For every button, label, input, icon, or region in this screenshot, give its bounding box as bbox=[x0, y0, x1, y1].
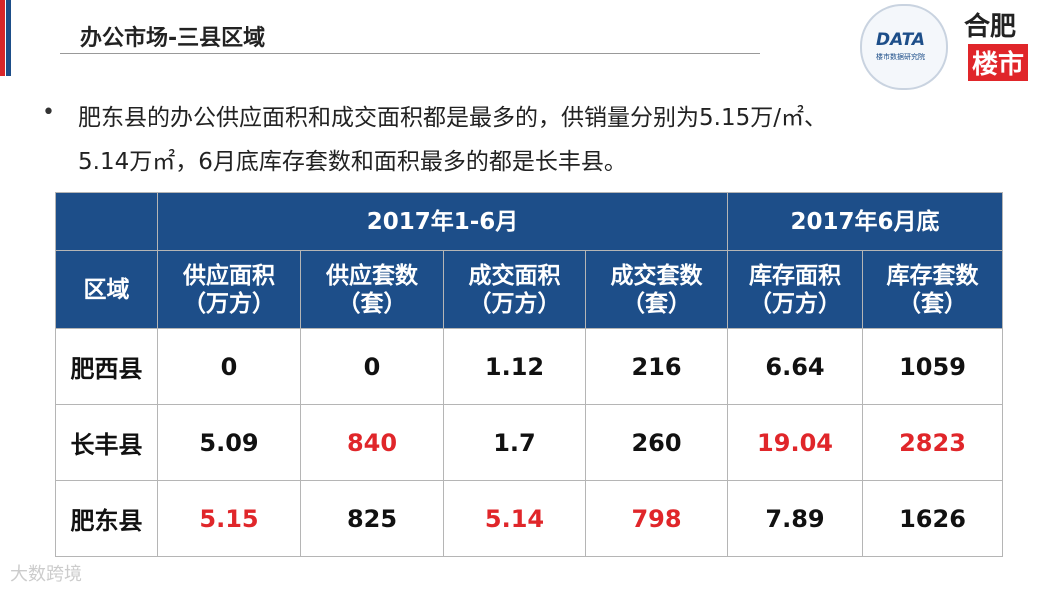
region-header: 区域 bbox=[55, 250, 158, 329]
value-cell: 260 bbox=[584, 404, 729, 481]
value-cell: 798 bbox=[584, 480, 729, 557]
column-header: 库存面积 （万方） bbox=[727, 250, 864, 329]
column-header: 供应面积 （万方） bbox=[157, 250, 301, 329]
value-cell: 5.14 bbox=[443, 480, 586, 557]
logo-right: 合肥 楼市 bbox=[956, 4, 1044, 86]
region-cell: 长丰县 bbox=[55, 404, 158, 481]
value-cell: 825 bbox=[300, 480, 444, 557]
bullet-text: 肥东县的办公供应面积和成交面积都是最多的，供销量分别为5.15万/㎡、 bbox=[78, 105, 827, 131]
value-cell: 7.89 bbox=[727, 480, 864, 557]
value-cell: 216 bbox=[584, 328, 729, 405]
value-cell: 840 bbox=[300, 404, 444, 481]
watermark: 大数跨境 bbox=[10, 564, 82, 585]
bullet-text: 5.14万㎡，6月底库存套数和面积最多的都是长丰县。 bbox=[78, 149, 627, 175]
value-cell: 2823 bbox=[862, 404, 1004, 481]
data-row: 肥西县 0 0 1.12 216 6.64 1059 bbox=[55, 328, 1004, 405]
group-header: 2017年1-6月 bbox=[156, 192, 729, 251]
value-cell: 0 bbox=[300, 328, 444, 405]
column-unit: （套） bbox=[337, 290, 407, 317]
value-cell: 1.7 bbox=[443, 404, 586, 481]
data-table: 2017年1-6月 2017年6月底 区域 供应面积 （万方） 供应套数 （套） 成交面积 （万… bbox=[55, 192, 1004, 557]
column-unit: （万方） bbox=[468, 290, 561, 317]
bullet-dot: • bbox=[42, 100, 55, 125]
column-unit: （套） bbox=[898, 290, 968, 317]
column-header: 供应套数 （套） bbox=[300, 250, 444, 329]
value-cell: 1.12 bbox=[443, 328, 586, 405]
accent-blue bbox=[6, 0, 11, 76]
title-rule bbox=[60, 53, 760, 54]
column-header: 成交套数 （套） bbox=[584, 250, 729, 329]
header-cell bbox=[55, 192, 158, 251]
value-cell: 5.09 bbox=[157, 404, 301, 481]
column-name: 供应套数 bbox=[326, 262, 418, 289]
value-cell: 19.04 bbox=[727, 404, 864, 481]
logo-sub: 楼市数据研究院 bbox=[876, 53, 925, 61]
title: 办公市场-三县区域 bbox=[80, 26, 266, 51]
region-cell: 肥西县 bbox=[55, 328, 158, 405]
accent-red bbox=[0, 0, 5, 76]
column-unit: （万方） bbox=[183, 290, 275, 317]
column-header: 成交面积 （万方） bbox=[443, 250, 586, 329]
logo-line2: 楼市 bbox=[968, 44, 1029, 81]
column-unit: （套） bbox=[622, 290, 691, 317]
data-row: 长丰县 5.09 840 1.7 260 19.04 2823 bbox=[55, 404, 1004, 481]
column-name: 库存套数 bbox=[886, 262, 979, 289]
value-cell: 1626 bbox=[862, 480, 1004, 557]
value-cell: 0 bbox=[157, 328, 301, 405]
value-cell: 5.15 bbox=[157, 480, 301, 557]
header-row: 区域 供应面积 （万方） 供应套数 （套） 成交面积 （万方） 成交套数 （套） 库存面积 （万方）… bbox=[55, 250, 1004, 329]
header-row: 2017年1-6月 2017年6月底 bbox=[55, 192, 1004, 251]
column-name: 库存面积 bbox=[749, 262, 842, 289]
data-row: 肥东县 5.15 825 5.14 798 7.89 1626 bbox=[55, 480, 1004, 557]
value-cell: 1059 bbox=[862, 328, 1004, 405]
logo-left: DATA 楼市数据研究院 bbox=[860, 4, 948, 90]
group-header: 2017年6月底 bbox=[727, 192, 1004, 251]
logo-brand: DATA bbox=[876, 30, 926, 50]
column-unit: （万方） bbox=[749, 290, 842, 317]
value-cell: 6.64 bbox=[727, 328, 864, 405]
region-cell: 肥东县 bbox=[55, 480, 158, 557]
column-name: 供应面积 bbox=[183, 262, 275, 289]
column-header: 库存套数 （套） bbox=[862, 250, 1004, 329]
column-name: 成交套数 bbox=[610, 262, 703, 289]
logo-line1: 合肥 bbox=[964, 12, 1017, 42]
column-name: 成交面积 bbox=[468, 262, 561, 289]
